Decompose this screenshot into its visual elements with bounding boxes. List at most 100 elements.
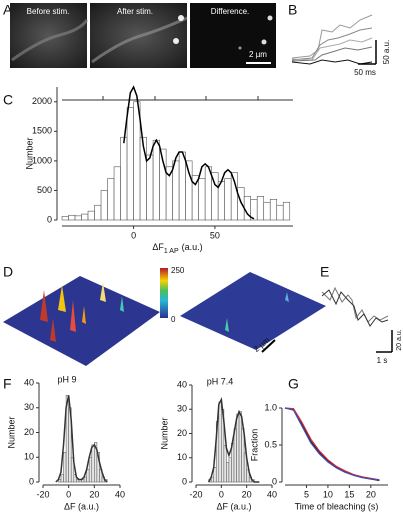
bar <box>91 444 95 483</box>
bar <box>246 469 250 483</box>
x-axis-label: ΔF (a.u.) <box>216 501 251 511</box>
bar <box>63 451 67 483</box>
panel-e: 20 a.u. 1 s <box>321 286 403 365</box>
bar <box>243 452 247 483</box>
y-tick-label: 0 <box>272 476 277 486</box>
x-tick-label: 20 <box>366 489 376 499</box>
x-axis-label-part: (a.u.) <box>182 242 203 252</box>
bar <box>217 181 225 221</box>
y-tick-label: 10 <box>24 452 34 462</box>
panel-letter: E <box>320 264 329 280</box>
bar <box>81 213 89 221</box>
spike <box>82 306 86 324</box>
bouton <box>238 46 242 50</box>
bar <box>87 210 95 221</box>
bar <box>133 101 141 221</box>
spike <box>225 318 229 332</box>
bouton <box>173 38 179 44</box>
y-tick-label: 0.5 <box>264 439 277 449</box>
y-axis-label: Number <box>159 417 169 449</box>
y-tick-label: 500 <box>37 185 52 195</box>
bar <box>113 166 121 221</box>
bar <box>213 467 217 483</box>
trace <box>321 289 389 327</box>
panel-b: 50 a.u. 50 ms <box>291 14 391 77</box>
micrograph <box>190 3 276 68</box>
x-tick-label: 0 <box>219 489 224 499</box>
bar <box>256 196 265 221</box>
x-axis-label: ΔF1 AP (a.u.) <box>152 242 202 254</box>
chart: 0 0.5 1.0 5 10 15 20 Fraction Time of bleaching … <box>249 402 388 511</box>
bouton <box>261 39 267 45</box>
panel-letters: A B C D E F G <box>3 2 329 392</box>
bar <box>94 204 102 221</box>
chart: 0 500 1000 1500 2000 0 50 Number ΔF1 AP (a.u.) <box>24 85 293 255</box>
panel-letter: B <box>288 2 297 18</box>
trace <box>291 37 373 61</box>
x-tick-label: 0 <box>131 230 136 240</box>
panel-letter: C <box>3 92 13 108</box>
y-tick-label: 40 <box>24 377 34 387</box>
series-line <box>284 407 380 481</box>
bar <box>172 160 180 221</box>
bar <box>282 201 291 221</box>
scale-label: 50 ms <box>354 68 376 77</box>
image-label: After stim. <box>117 7 153 16</box>
colorbar-label: 0 <box>171 315 176 324</box>
panel-d: 250 0 2 µm <box>3 266 326 366</box>
spike <box>100 282 106 302</box>
colorbar-label: 250 <box>171 266 185 275</box>
bar <box>74 215 82 221</box>
bar <box>139 136 147 221</box>
x-tick-label: 0 <box>66 489 71 499</box>
chart-title: pH 9 <box>57 374 76 384</box>
x-tick-label: 50 <box>210 230 220 240</box>
x-tick-label: 10 <box>323 489 333 499</box>
bar <box>73 474 77 483</box>
bar <box>218 401 222 483</box>
x-axis-label: ΔF (a.u.) <box>64 501 99 511</box>
dendrite <box>91 16 188 64</box>
bar <box>223 445 227 483</box>
bar <box>152 139 160 221</box>
y-tick-label: 10 <box>177 452 187 462</box>
y-tick-label: 0 <box>182 476 187 486</box>
bar <box>198 178 206 221</box>
chart-title: pH 7.4 <box>207 376 234 386</box>
x-axis-label-part: ΔF <box>152 242 164 252</box>
bar <box>236 413 240 483</box>
bouton <box>267 15 273 21</box>
y-axis-label: Number <box>24 137 34 169</box>
panel-letter: G <box>288 376 299 392</box>
panel-letter: A <box>3 2 13 18</box>
scale-label: 50 a.u. <box>382 40 391 64</box>
fit-line <box>123 85 255 220</box>
y-tick-label: 40 <box>177 379 187 389</box>
bar <box>126 107 134 221</box>
bar <box>86 469 90 483</box>
y-tick-label: 2000 <box>32 96 52 106</box>
bar <box>60 474 64 483</box>
x-tick-label: -20 <box>189 489 202 499</box>
image-label: Before stim. <box>27 7 70 16</box>
bar <box>238 411 242 483</box>
x-axis-label: Time of bleaching (s) <box>295 501 379 511</box>
bar <box>185 160 193 221</box>
scale-bar <box>261 339 276 353</box>
trace <box>321 286 389 323</box>
y-tick-label: 30 <box>177 404 187 414</box>
y-tick-label: 1.0 <box>264 402 277 412</box>
scale-label: 1 s <box>377 356 388 365</box>
surface <box>3 276 160 366</box>
panel-letter: F <box>3 376 12 392</box>
bar <box>263 201 271 221</box>
bar <box>70 456 75 483</box>
bar <box>100 190 108 221</box>
colorbar <box>160 268 168 318</box>
y-axis-label: Number <box>6 416 16 448</box>
x-axis-label-part: 1 AP <box>164 248 179 255</box>
bar <box>120 136 128 221</box>
